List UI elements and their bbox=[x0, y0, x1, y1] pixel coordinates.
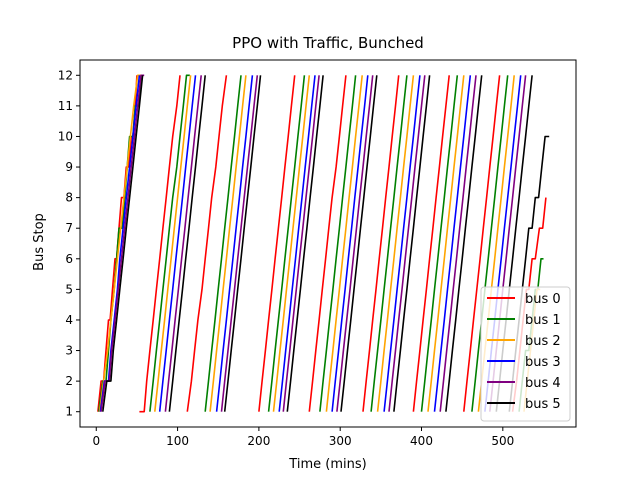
series-line-bus-5-trip-4 bbox=[340, 75, 378, 412]
series-line-bus-2-trip-6 bbox=[427, 75, 465, 412]
y-tick-label-8: 8 bbox=[65, 191, 73, 205]
series-line-bus-1-trip-2 bbox=[204, 75, 242, 412]
plot-frame bbox=[79, 59, 577, 428]
x-tick-label-100: 100 bbox=[166, 434, 189, 448]
chart-title: PPO with Traffic, Bunched bbox=[232, 34, 424, 52]
series-line-bus-5-trip-0 bbox=[102, 75, 144, 412]
series-line-bus-3-trip-6 bbox=[433, 75, 472, 412]
x-tick-label-300: 300 bbox=[329, 434, 352, 448]
x-tick-label-200: 200 bbox=[247, 434, 270, 448]
legend-label-bus-5: bus 5 bbox=[525, 397, 561, 412]
x-tick-label-400: 400 bbox=[410, 434, 433, 448]
y-axis-label: Bus Stop bbox=[32, 213, 47, 271]
series-line-bus-1-trip-5 bbox=[370, 75, 408, 412]
series-line-bus-4-trip-0 bbox=[100, 74, 145, 412]
series-line-bus-1-trip-6 bbox=[420, 75, 459, 412]
series-line-bus-4-trip-5 bbox=[388, 75, 426, 412]
series-line-bus-2-trip-2 bbox=[209, 75, 247, 412]
series-line-bus-2-trip-4 bbox=[325, 75, 363, 412]
legend-label-bus-2: bus 2 bbox=[525, 334, 561, 349]
series-line-bus-2-trip-0 bbox=[98, 74, 141, 412]
y-tick-label-7: 7 bbox=[65, 221, 73, 235]
series-line-bus-0-trip-7 bbox=[463, 75, 501, 412]
series-line-bus-3-trip-4 bbox=[331, 75, 369, 412]
legend-label-bus-4: bus 4 bbox=[525, 376, 561, 391]
y-tick-label-2: 2 bbox=[65, 374, 73, 388]
y-tick-label-1: 1 bbox=[65, 405, 73, 419]
legend: bus 0 bus 1 bus 2 bus 3 bus 4 bus 5 bbox=[480, 286, 571, 422]
series-line-bus-4-trip-2 bbox=[220, 75, 259, 412]
series-line-bus-3-trip-5 bbox=[383, 75, 421, 412]
series-line-bus-3-trip-2 bbox=[215, 75, 254, 412]
series-line-bus-1-trip-1 bbox=[149, 74, 190, 412]
series-line-bus-3-trip-1 bbox=[158, 75, 197, 412]
y-tick-label-9: 9 bbox=[65, 160, 73, 174]
series-line-bus-5-trip-5 bbox=[393, 75, 431, 412]
series-line-bus-0-trip-4 bbox=[308, 75, 347, 412]
series-line-bus-4-trip-1 bbox=[164, 75, 202, 412]
legend-box bbox=[480, 286, 571, 422]
x-tick-label-0: 0 bbox=[92, 434, 100, 448]
y-tick-label-6: 6 bbox=[65, 252, 73, 266]
series-line-bus-1-trip-4 bbox=[319, 75, 357, 412]
series-line-bus-3-trip-3 bbox=[278, 75, 316, 412]
y-tick-label-10: 10 bbox=[58, 129, 73, 143]
series-line-bus-0-trip-6 bbox=[412, 75, 450, 412]
series-line-bus-1-trip-7 bbox=[471, 75, 509, 412]
y-tick-label-3: 3 bbox=[65, 344, 73, 358]
series-line-bus-2-trip-5 bbox=[376, 75, 415, 412]
y-tick-label-11: 11 bbox=[58, 99, 73, 113]
y-tick-label-5: 5 bbox=[65, 282, 73, 296]
series-line-bus-1-trip-3 bbox=[267, 75, 306, 412]
legend-label-bus-1: bus 1 bbox=[525, 313, 561, 328]
x-axis-label: Time (mins) bbox=[288, 457, 366, 472]
series-line-bus-0-trip-5 bbox=[362, 75, 400, 412]
series-line-bus-4-trip-3 bbox=[282, 75, 320, 412]
legend-label-bus-3: bus 3 bbox=[525, 355, 561, 370]
series-line-bus-2-trip-3 bbox=[272, 75, 311, 412]
legend-label-bus-0: bus 0 bbox=[525, 292, 561, 307]
series-line-bus-4-trip-4 bbox=[336, 75, 374, 412]
series-line-bus-5-trip-3 bbox=[286, 75, 324, 412]
series-line-bus-2-trip-1 bbox=[154, 75, 192, 412]
y-tick-label-12: 12 bbox=[58, 68, 73, 82]
series-line-bus-0-trip-3 bbox=[258, 75, 296, 412]
y-tick-label-4: 4 bbox=[65, 313, 73, 327]
series-line-bus-0-trip-2 bbox=[186, 75, 228, 412]
x-tick-label-500: 500 bbox=[491, 434, 514, 448]
series-line-bus-5-trip-2 bbox=[223, 75, 262, 412]
series-line-bus-0-trip-1 bbox=[139, 75, 181, 413]
series-line-bus-5-trip-1 bbox=[168, 75, 206, 412]
series-line-bus-5-trip-6 bbox=[445, 75, 483, 412]
series-line-bus-4-trip-6 bbox=[439, 75, 477, 412]
